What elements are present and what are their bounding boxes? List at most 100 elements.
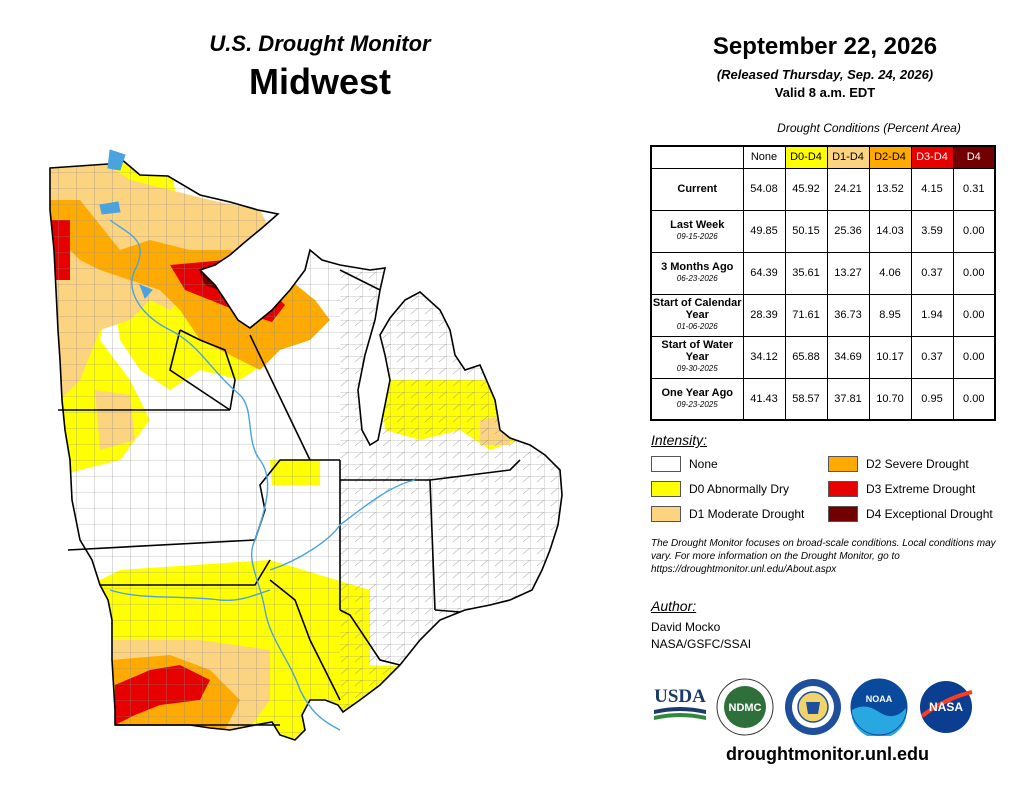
commerce-seal-logo xyxy=(784,678,842,736)
row-date: 09-23-2025 xyxy=(676,399,718,409)
legend-label: D0 Abnormally Dry xyxy=(689,482,790,496)
table-cell: 28.39 xyxy=(742,293,786,337)
table-row: 3 Months Ago 06-23-2026 64.39 35.61 13.27 4.0… xyxy=(650,251,996,295)
table-cell: 50.15 xyxy=(784,209,828,253)
table-corner xyxy=(651,146,744,168)
legend-swatch xyxy=(828,506,858,522)
table-cell: 13.52 xyxy=(868,167,912,211)
legend-swatch xyxy=(828,481,858,497)
nasa-logo: NASA xyxy=(916,678,976,736)
row-label: Start of Water Year 09-30-2025 xyxy=(650,335,744,379)
region-title: Midwest xyxy=(248,61,391,102)
legend-item: D1 Moderate Drought xyxy=(651,506,804,522)
map-date: September 22, 2026 xyxy=(712,33,938,60)
row-label-text: Start of Calendar Year xyxy=(652,297,742,321)
table-cell: 0.00 xyxy=(952,377,996,421)
table-row: One Year Ago 09-23-2025 41.43 58.57 37.81 10.… xyxy=(650,377,996,421)
table-row: Start of Calendar Year 01-06-2026 28.39 71.… xyxy=(650,293,996,337)
row-label-text: 3 Months Ago xyxy=(661,261,734,273)
drought-shading xyxy=(50,158,562,740)
valid-time: Valid 8 a.m. EDT xyxy=(774,85,876,100)
row-label-text: One Year Ago xyxy=(661,386,734,399)
table-cell: 0.00 xyxy=(952,293,996,337)
table-cell: 24.21 xyxy=(826,167,870,211)
row-label: Start of Calendar Year 01-06-2026 xyxy=(650,293,744,337)
table-cell: 35.61 xyxy=(784,251,828,295)
author-title: Author: xyxy=(651,598,697,614)
table-cell: 45.92 xyxy=(784,167,828,211)
row-label: Last Week 09-15-2026 xyxy=(650,209,744,253)
row-label-text: Last Week xyxy=(670,219,725,231)
col-header: D2-D4 xyxy=(868,145,912,169)
col-header: D0-D4 xyxy=(784,145,828,169)
row-label-text: Current xyxy=(677,183,718,195)
legend-item: D2 Severe Drought xyxy=(828,456,969,472)
legend-swatch xyxy=(651,481,681,497)
col-header: D3-D4 xyxy=(910,145,954,169)
usda-text: USDA xyxy=(654,686,706,707)
legend-item: None xyxy=(651,456,718,472)
table-cell: 34.69 xyxy=(826,335,870,379)
legend-swatch xyxy=(651,506,681,522)
ndmc-logo: NDMC xyxy=(716,678,774,736)
legend-label: D3 Extreme Drought xyxy=(866,482,976,496)
table-cell: 36.73 xyxy=(826,293,870,337)
author-org: NASA/GSFC/SSAI xyxy=(651,637,752,651)
table-cell: 14.03 xyxy=(868,209,912,253)
table-row: Last Week 09-15-2026 49.85 50.15 25.36 14.03 3… xyxy=(650,209,996,253)
row-date: 01-06-2026 xyxy=(676,322,718,331)
table-cell: 0.00 xyxy=(952,251,996,295)
nasa-text: NASA xyxy=(929,700,963,714)
table-row: Start of Water Year 09-30-2025 34.12 65.88 3… xyxy=(650,335,996,379)
table-cell: 3.59 xyxy=(910,209,954,253)
table-cell: 0.00 xyxy=(952,335,996,379)
legend-label: D4 Exceptional Drought xyxy=(866,507,993,521)
legend-item: D4 Exceptional Drought xyxy=(828,506,993,522)
table-caption: Drought Conditions (Percent Area) xyxy=(777,121,961,135)
midwest-map-svg xyxy=(49,149,563,741)
table-cell: 25.36 xyxy=(826,209,870,253)
table-cell: 34.12 xyxy=(742,335,786,379)
col-header: D1-D4 xyxy=(826,145,870,169)
table-cell: 71.61 xyxy=(784,293,828,337)
date-block: September 22, 2026 (Released Thursday, S… xyxy=(650,32,1000,102)
table-cell: 0.37 xyxy=(910,335,954,379)
row-label: Current xyxy=(650,167,744,211)
row-date: 09-30-2025 xyxy=(676,364,718,373)
legend-title: Intensity: xyxy=(651,432,708,448)
lakes xyxy=(99,149,153,299)
table-cell: 10.17 xyxy=(868,335,912,379)
col-header: None xyxy=(742,145,786,169)
noaa-text: NOAA xyxy=(866,694,893,704)
table-header-row: None D0-D4 D1-D4 D2-D4 D3-D4 D4 xyxy=(651,145,996,169)
table-cell: 13.27 xyxy=(826,251,870,295)
table-cell: 0.00 xyxy=(952,209,996,253)
table-cell: 0.95 xyxy=(910,377,954,421)
legend-swatch xyxy=(828,456,858,472)
legend-item: D3 Extreme Drought xyxy=(828,481,975,497)
table-row: Current 54.08 45.92 24.21 13.52 4.15 0.31 xyxy=(650,167,996,211)
row-label: 3 Months Ago 06-23-2026 xyxy=(650,251,744,295)
table-cell: 41.43 xyxy=(742,377,786,421)
row-date: 06-23-2026 xyxy=(676,274,718,283)
legend-label: None xyxy=(689,457,718,471)
table-cell: 4.06 xyxy=(868,251,912,295)
release-date: (Released Thursday, Sep. 24, 2026) xyxy=(716,67,934,82)
table-cell: 8.95 xyxy=(868,293,912,337)
noaa-logo: NOAA xyxy=(850,678,908,739)
table-cell: 0.37 xyxy=(910,251,954,295)
legend-label: D2 Severe Drought xyxy=(866,457,969,471)
table-cell: 64.39 xyxy=(742,251,786,295)
legend-label: D1 Moderate Drought xyxy=(689,507,805,521)
table-cell: 65.88 xyxy=(784,335,828,379)
table-cell: 0.31 xyxy=(952,167,996,211)
ndmc-text: NDMC xyxy=(729,702,762,714)
map-subtitle: U.S. Drought Monitor xyxy=(209,31,431,56)
disclaimer-note: The Drought Monitor focuses on broad-sca… xyxy=(651,538,996,575)
table-cell: 54.08 xyxy=(742,167,786,211)
usda-logo: USDA xyxy=(650,682,710,728)
drought-map xyxy=(40,140,600,760)
agency-logos: USDA NDMC NOAA NASA xyxy=(648,676,978,739)
table-cell: 58.57 xyxy=(784,377,828,421)
legend-swatch xyxy=(651,456,681,472)
